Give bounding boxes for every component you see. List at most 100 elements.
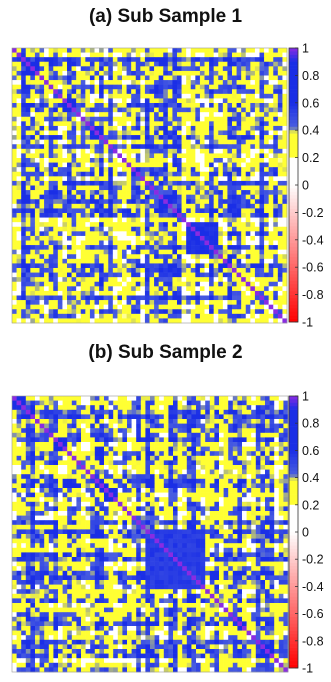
heatmap-cell	[270, 424, 275, 429]
heatmap-cell	[163, 231, 168, 236]
heatmap-cell	[127, 447, 132, 452]
heatmap-cell	[117, 236, 122, 241]
colorbar-tick-label: 0.2	[302, 151, 319, 165]
heatmap-cell	[12, 268, 17, 273]
heatmap-cell	[62, 282, 67, 287]
heatmap-cell	[177, 85, 182, 90]
heatmap-cell	[145, 181, 150, 186]
heatmap-cell	[172, 273, 177, 278]
heatmap-cell	[218, 66, 223, 71]
heatmap-cell	[182, 149, 187, 154]
heatmap-cell	[187, 465, 192, 470]
heatmap-cell	[150, 254, 155, 259]
heatmap-cell	[237, 273, 242, 278]
heatmap-cell	[178, 479, 183, 484]
heatmap-cell	[113, 227, 118, 232]
heatmap-cell	[195, 135, 200, 140]
heatmap-cell	[53, 121, 58, 126]
heatmap-cell	[237, 195, 242, 200]
heatmap-cell	[136, 57, 141, 62]
heatmap-cell	[172, 318, 177, 323]
heatmap-cell	[113, 208, 118, 213]
heatmap-cell	[145, 291, 150, 296]
heatmap-cell	[17, 483, 22, 488]
heatmap-cell	[172, 300, 177, 305]
heatmap-cell	[72, 273, 77, 278]
heatmap-cell	[30, 493, 35, 498]
heatmap-cell	[209, 153, 214, 158]
heatmap-cell	[30, 163, 35, 168]
heatmap-cell	[205, 80, 210, 85]
heatmap-cell	[136, 451, 141, 456]
heatmap-cell	[21, 218, 26, 223]
heatmap-cell	[219, 424, 224, 429]
heatmap-cell	[246, 245, 251, 250]
heatmap-cell	[200, 158, 205, 163]
heatmap-cell	[26, 451, 31, 456]
heatmap-cell	[163, 195, 168, 200]
heatmap-cell	[278, 181, 283, 186]
heatmap-cell	[95, 163, 100, 168]
heatmap-cell	[246, 66, 251, 71]
heatmap-cell	[131, 85, 136, 90]
heatmap-cell	[108, 195, 113, 200]
heatmap-cell	[136, 460, 141, 465]
heatmap-cell	[44, 470, 49, 475]
heatmap-cell	[44, 479, 49, 484]
heatmap-cell	[140, 153, 145, 158]
heatmap-cell	[255, 80, 260, 85]
heatmap-cell	[164, 401, 169, 406]
heatmap-cell	[58, 488, 63, 493]
heatmap-cell	[214, 291, 219, 296]
heatmap-cell	[200, 98, 205, 103]
heatmap-cell	[260, 250, 265, 255]
heatmap-cell	[172, 291, 177, 296]
heatmap-cell	[265, 437, 270, 442]
heatmap-cell	[282, 153, 287, 158]
heatmap-cell	[40, 470, 45, 475]
heatmap-cell	[159, 401, 164, 406]
heatmap-cell	[76, 309, 81, 314]
heatmap-cell	[95, 85, 100, 90]
heatmap-cell	[58, 80, 63, 85]
heatmap-cell	[53, 493, 58, 498]
heatmap-cell	[49, 241, 54, 246]
heatmap-cell	[186, 153, 191, 158]
heatmap-cell	[76, 140, 81, 145]
heatmap-cell	[228, 437, 233, 442]
heatmap-cell	[177, 158, 182, 163]
heatmap-cell	[260, 437, 265, 442]
heatmap-cell	[113, 172, 118, 177]
heatmap-cell	[260, 204, 265, 209]
heatmap-cell	[35, 273, 40, 278]
heatmap-cell	[223, 167, 228, 172]
heatmap-cell	[58, 273, 63, 278]
heatmap-cell	[278, 76, 283, 81]
heatmap-cell	[264, 195, 269, 200]
heatmap-cell	[67, 259, 72, 264]
heatmap-cell	[40, 488, 45, 493]
heatmap-cell	[30, 282, 35, 287]
heatmap-cell	[191, 53, 196, 58]
heatmap-cell	[49, 245, 54, 250]
heatmap-cell	[104, 80, 109, 85]
heatmap-cell	[136, 108, 141, 113]
heatmap-cell	[205, 296, 210, 301]
heatmap-cell	[205, 199, 210, 204]
heatmap-cell	[145, 282, 150, 287]
heatmap-cell	[108, 66, 113, 71]
heatmap-cell	[53, 405, 58, 410]
heatmap-cell	[104, 405, 109, 410]
heatmap-cell	[274, 451, 279, 456]
heatmap-cell	[150, 428, 155, 433]
heatmap-cell	[35, 396, 40, 401]
heatmap-cell	[40, 94, 45, 99]
heatmap-cell	[264, 126, 269, 131]
heatmap-cell	[195, 85, 200, 90]
heatmap-cell	[218, 268, 223, 273]
heatmap-cell	[127, 273, 132, 278]
colorbar-segment	[289, 271, 298, 275]
heatmap-cell	[228, 470, 233, 475]
heatmap-cell	[218, 259, 223, 264]
heatmap-cell	[242, 437, 247, 442]
